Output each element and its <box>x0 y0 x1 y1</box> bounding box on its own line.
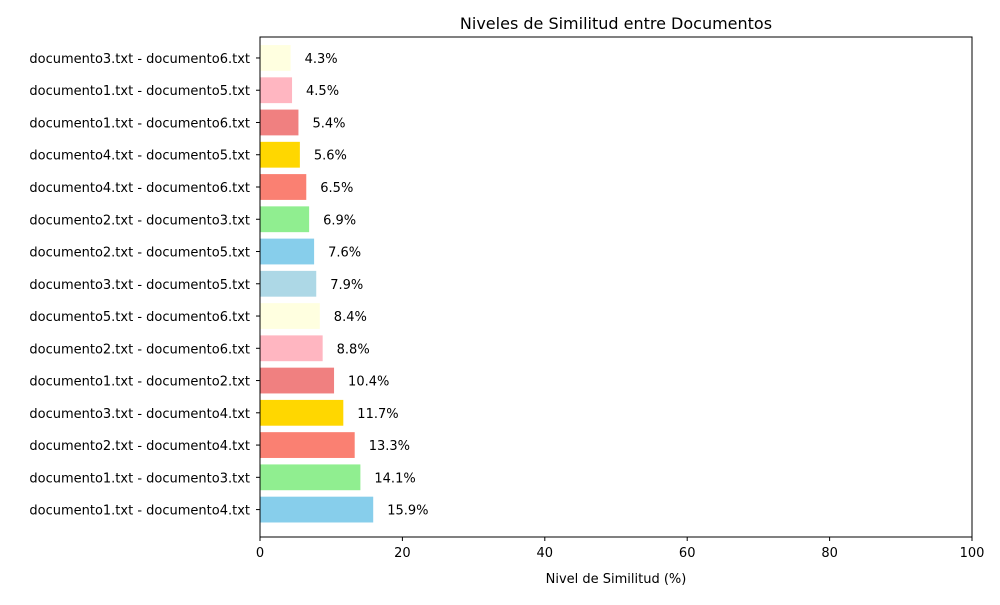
y-tick-label: documento4.txt - documento5.txt <box>29 149 250 164</box>
y-tick-label: documento3.txt - documento4.txt <box>29 407 250 422</box>
y-tick-label: documento1.txt - documento3.txt <box>29 471 250 486</box>
bar-8 <box>260 270 317 297</box>
x-tick-label: 40 <box>537 546 554 561</box>
bar-13 <box>260 109 299 136</box>
y-tick-label: documento4.txt - documento6.txt <box>29 181 250 196</box>
data-label-15: 4.3% <box>305 52 338 67</box>
x-axis-label: Nivel de Similitud (%) <box>546 572 687 587</box>
bar-7 <box>260 303 320 329</box>
data-label-7: 8.4% <box>334 310 367 325</box>
data-label-4: 11.7% <box>357 407 398 422</box>
x-axis-ticks: 0 20 40 60 80 100 <box>256 537 985 561</box>
y-axis-ticks: documento1.txt - documento4.txt documento… <box>29 52 260 519</box>
data-label-9: 7.6% <box>328 246 361 261</box>
x-tick-label: 100 <box>960 546 985 561</box>
bar-3 <box>260 432 355 458</box>
bar-1 <box>260 496 374 523</box>
y-tick-label: documento1.txt - documento6.txt <box>29 116 250 131</box>
y-tick-label: documento2.txt - documento3.txt <box>29 213 250 228</box>
y-tick-label: documento2.txt - documento5.txt <box>29 246 250 261</box>
y-tick-label: documento1.txt - documento4.txt <box>29 504 250 519</box>
data-label-5: 10.4% <box>348 375 389 390</box>
bar-14 <box>260 77 293 104</box>
y-tick-label: documento2.txt - documento4.txt <box>29 439 250 454</box>
y-tick-label: documento1.txt - documento2.txt <box>29 375 250 390</box>
data-labels-layer: 15.9% 14.1% 13.3% 11.7% 10.4% 8.8% 8.4% 7.9% 7.6… <box>305 52 429 519</box>
bar-15 <box>260 45 291 71</box>
bar-9 <box>260 238 315 265</box>
x-tick-label: 60 <box>679 546 696 561</box>
y-tick-label: documento3.txt - documento6.txt <box>29 52 250 67</box>
data-label-1: 15.9% <box>387 504 428 519</box>
bar-5 <box>260 367 335 394</box>
chart-title: Niveles de Similitud entre Documentos <box>460 14 772 33</box>
bar-12 <box>260 141 300 168</box>
data-label-13: 5.4% <box>312 116 345 131</box>
x-tick-label: 80 <box>821 546 838 561</box>
bar-10 <box>260 206 310 233</box>
y-tick-label: documento2.txt - documento6.txt <box>29 342 250 357</box>
y-tick-label: documento5.txt - documento6.txt <box>29 310 250 325</box>
x-tick-label: 0 <box>256 546 264 561</box>
plot-frame <box>259 36 973 538</box>
bars-layer <box>260 45 374 523</box>
data-label-2: 14.1% <box>374 471 415 486</box>
data-label-3: 13.3% <box>369 439 410 454</box>
y-tick-label: documento3.txt - documento5.txt <box>29 278 250 293</box>
data-label-11: 6.5% <box>320 181 353 196</box>
x-tick-label: 20 <box>394 546 411 561</box>
data-label-8: 7.9% <box>330 278 363 293</box>
bar-11 <box>260 174 307 200</box>
bar-6 <box>260 335 323 362</box>
bar-4 <box>260 399 344 426</box>
bar-2 <box>260 464 361 491</box>
data-label-10: 6.9% <box>323 213 356 228</box>
data-label-6: 8.8% <box>337 342 370 357</box>
data-label-12: 5.6% <box>314 149 347 164</box>
y-tick-label: documento1.txt - documento5.txt <box>29 84 250 99</box>
data-label-14: 4.5% <box>306 84 339 99</box>
